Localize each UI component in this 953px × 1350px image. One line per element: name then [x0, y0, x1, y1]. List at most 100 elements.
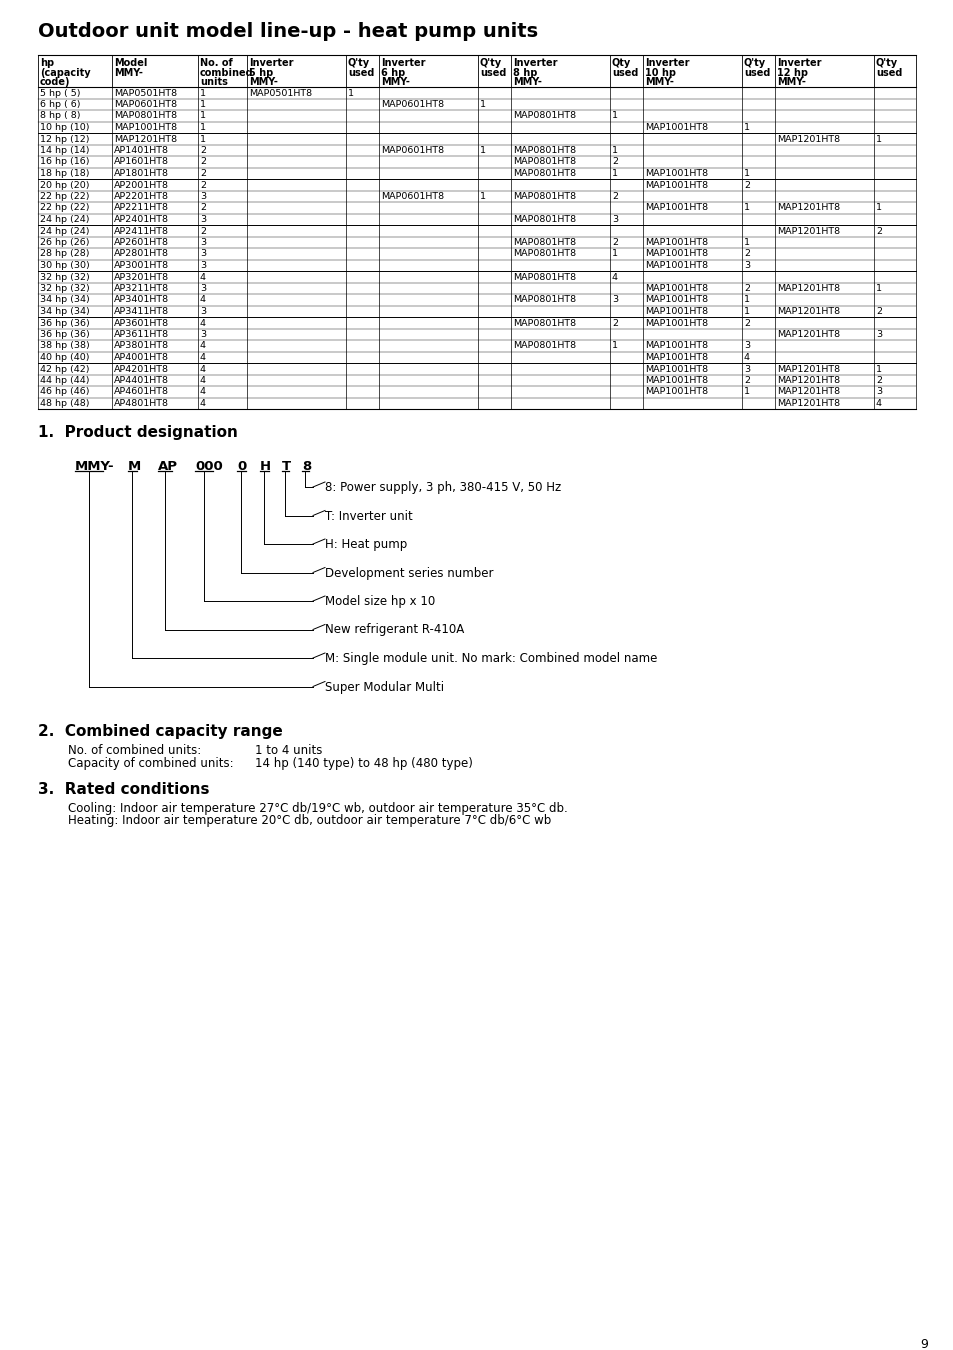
- Text: 1 to 4 units: 1 to 4 units: [254, 744, 322, 757]
- Text: 1: 1: [743, 387, 749, 397]
- Text: Q'ty: Q'ty: [479, 58, 501, 68]
- Text: MAP0801HT8: MAP0801HT8: [113, 112, 177, 120]
- Text: 1: 1: [479, 100, 485, 109]
- Text: Cooling: Indoor air temperature 27°C db/19°C wb, outdoor air temperature 35°C db: Cooling: Indoor air temperature 27°C db/…: [68, 802, 567, 815]
- Text: AP3611HT8: AP3611HT8: [113, 329, 169, 339]
- Text: MMY-: MMY-: [249, 77, 277, 86]
- Text: 3: 3: [875, 387, 882, 397]
- Text: 34 hp (34): 34 hp (34): [40, 306, 90, 316]
- Text: MAP1001HT8: MAP1001HT8: [644, 250, 707, 258]
- Text: MAP1001HT8: MAP1001HT8: [644, 364, 707, 374]
- Text: 1: 1: [743, 123, 749, 132]
- Text: 4: 4: [875, 400, 882, 408]
- Text: 1: 1: [743, 204, 749, 212]
- Text: used: used: [479, 68, 506, 77]
- Text: 24 hp (24): 24 hp (24): [40, 227, 90, 235]
- Text: AP4601HT8: AP4601HT8: [113, 387, 169, 397]
- Text: 5 hp: 5 hp: [249, 68, 273, 77]
- Text: 3: 3: [743, 364, 749, 374]
- Text: 2: 2: [875, 377, 882, 385]
- Text: (capacity: (capacity: [40, 68, 91, 77]
- Text: 3: 3: [200, 215, 206, 224]
- Text: MAP1001HT8: MAP1001HT8: [644, 306, 707, 316]
- Text: MAP0801HT8: MAP0801HT8: [513, 273, 576, 282]
- Text: 2: 2: [612, 238, 618, 247]
- Text: 2: 2: [200, 146, 206, 155]
- Text: AP1601HT8: AP1601HT8: [113, 158, 169, 166]
- Text: MAP0601HT8: MAP0601HT8: [380, 100, 444, 109]
- Text: 8: Power supply, 3 ph, 380-415 V, 50 Hz: 8: Power supply, 3 ph, 380-415 V, 50 Hz: [325, 481, 560, 494]
- Text: MAP1001HT8: MAP1001HT8: [644, 352, 707, 362]
- Text: 2: 2: [743, 181, 749, 189]
- Text: 1: 1: [479, 146, 485, 155]
- Text: 2: 2: [200, 169, 206, 178]
- Text: AP: AP: [158, 460, 178, 472]
- Text: MAP1201HT8: MAP1201HT8: [776, 387, 840, 397]
- Text: MAP0601HT8: MAP0601HT8: [113, 100, 177, 109]
- Text: 22 hp (22): 22 hp (22): [40, 192, 90, 201]
- Text: 12 hp: 12 hp: [776, 68, 807, 77]
- Text: 2: 2: [743, 377, 749, 385]
- Text: 6 hp: 6 hp: [380, 68, 405, 77]
- Text: 1: 1: [200, 123, 206, 132]
- Text: 1: 1: [743, 169, 749, 178]
- Text: 40 hp (40): 40 hp (40): [40, 352, 90, 362]
- Text: MMY-: MMY-: [380, 77, 410, 86]
- Text: MAP1001HT8: MAP1001HT8: [644, 261, 707, 270]
- Text: Q'ty: Q'ty: [743, 58, 765, 68]
- Text: 1: 1: [875, 364, 882, 374]
- Text: 2: 2: [612, 158, 618, 166]
- Text: 2: 2: [200, 204, 206, 212]
- Text: 3: 3: [612, 215, 618, 224]
- Text: 1: 1: [612, 342, 618, 351]
- Text: 20 hp (20): 20 hp (20): [40, 181, 90, 189]
- Text: MMY-: MMY-: [644, 77, 673, 86]
- Text: hp: hp: [40, 58, 54, 68]
- Text: 42 hp (42): 42 hp (42): [40, 364, 90, 374]
- Text: 1: 1: [612, 112, 618, 120]
- Text: 44 hp (44): 44 hp (44): [40, 377, 90, 385]
- Text: MAP1001HT8: MAP1001HT8: [644, 284, 707, 293]
- Text: 1: 1: [348, 89, 354, 97]
- Text: code): code): [40, 77, 71, 86]
- Text: Development series number: Development series number: [325, 567, 493, 579]
- Text: AP1401HT8: AP1401HT8: [113, 146, 169, 155]
- Text: Capacity of combined units:: Capacity of combined units:: [68, 757, 233, 769]
- Text: 3: 3: [743, 342, 749, 351]
- Text: MAP1201HT8: MAP1201HT8: [776, 204, 840, 212]
- Text: T: Inverter unit: T: Inverter unit: [325, 509, 413, 522]
- Text: AP2201HT8: AP2201HT8: [113, 192, 169, 201]
- Text: AP3411HT8: AP3411HT8: [113, 306, 169, 316]
- Text: Inverter: Inverter: [513, 58, 557, 68]
- Text: 1: 1: [743, 296, 749, 305]
- Text: 2: 2: [743, 284, 749, 293]
- Text: MAP1201HT8: MAP1201HT8: [776, 227, 840, 235]
- Text: 4: 4: [200, 377, 206, 385]
- Text: 8 hp: 8 hp: [513, 68, 537, 77]
- Text: 3: 3: [200, 238, 206, 247]
- Text: Q'ty: Q'ty: [875, 58, 897, 68]
- Text: MAP1201HT8: MAP1201HT8: [113, 135, 177, 143]
- Text: MMY-: MMY-: [113, 68, 143, 77]
- Text: 4: 4: [612, 273, 618, 282]
- Text: 4: 4: [200, 352, 206, 362]
- Text: Outdoor unit model line-up - heat pump units: Outdoor unit model line-up - heat pump u…: [38, 22, 537, 40]
- Text: No. of combined units:: No. of combined units:: [68, 744, 201, 757]
- Text: AP4001HT8: AP4001HT8: [113, 352, 169, 362]
- Text: Qty: Qty: [612, 58, 631, 68]
- Text: 4: 4: [200, 296, 206, 305]
- Text: MAP1201HT8: MAP1201HT8: [776, 377, 840, 385]
- Text: MAP0801HT8: MAP0801HT8: [513, 146, 576, 155]
- Text: MMY-: MMY-: [75, 460, 114, 472]
- Text: 32 hp (32): 32 hp (32): [40, 273, 90, 282]
- Text: 3: 3: [875, 329, 882, 339]
- Text: AP2211HT8: AP2211HT8: [113, 204, 169, 212]
- Text: MAP1001HT8: MAP1001HT8: [113, 123, 177, 132]
- Text: 34 hp (34): 34 hp (34): [40, 296, 90, 305]
- Text: MAP0801HT8: MAP0801HT8: [513, 319, 576, 328]
- Text: 3: 3: [200, 261, 206, 270]
- Text: 14 hp (14): 14 hp (14): [40, 146, 90, 155]
- Text: AP2411HT8: AP2411HT8: [113, 227, 169, 235]
- Text: AP4801HT8: AP4801HT8: [113, 400, 169, 408]
- Text: MAP1001HT8: MAP1001HT8: [644, 204, 707, 212]
